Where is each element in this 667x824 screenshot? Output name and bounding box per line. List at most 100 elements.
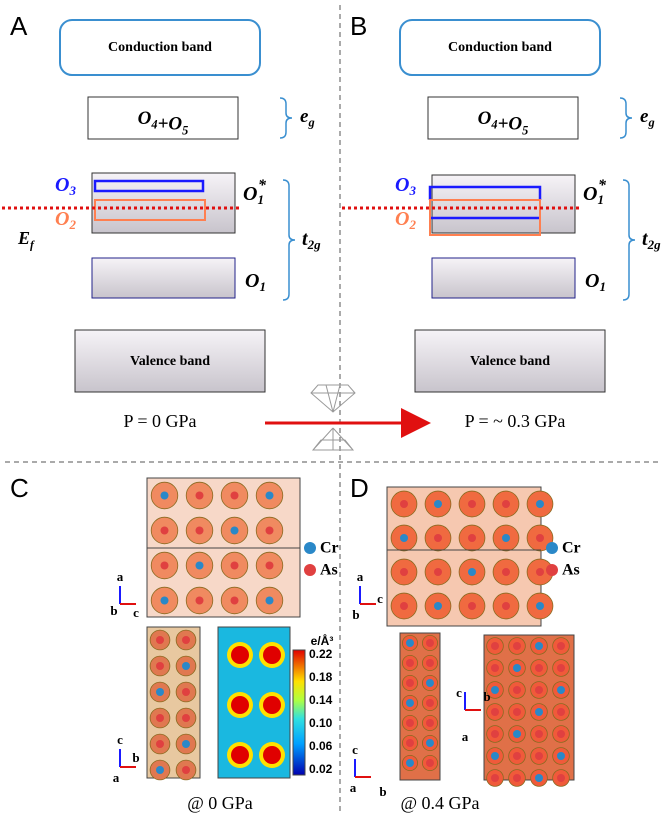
label-sub: 3 [408,183,416,198]
atom [182,636,190,644]
atom [513,708,521,716]
axis-label: a [357,569,364,584]
atom [406,699,414,707]
axis-label: a [113,770,120,785]
panel-label: B [350,11,367,41]
legend-label: As [320,562,338,579]
atom [491,686,499,694]
atom [161,492,169,500]
atom [536,568,544,576]
atom [426,679,434,687]
atom [426,759,434,767]
label-main: O [585,270,599,292]
label-sub: f [30,238,35,251]
atom [557,642,565,650]
legend-marker [304,542,316,554]
label-main: O [478,108,492,129]
atom [426,739,434,747]
colorbar-tick: 0.02 [309,762,333,776]
atom [266,597,274,605]
ef-label: Ef [17,228,35,251]
atom [468,568,476,576]
o3-label: O3 [395,174,416,198]
atom [557,664,565,672]
label-sub: 1 [259,279,266,294]
atom [426,699,434,707]
atom [182,766,190,774]
diamond-icon [311,385,355,450]
atom [513,730,521,738]
axis-label: c [456,685,462,700]
atom [502,568,510,576]
label-main: O [138,108,152,129]
axis-label: c [117,732,123,747]
atom [156,766,164,774]
atom [406,759,414,767]
label-sub: 2g [307,237,322,252]
panel-label: C [10,473,29,503]
valence-label: Valence band [130,354,210,369]
atom [182,688,190,696]
atom [557,708,565,716]
o1star-label: O1* [243,177,267,207]
brace [623,180,635,300]
atom [426,639,434,647]
atom [491,664,499,672]
axis-label: b [483,689,490,704]
label-main: O [245,270,259,292]
atom [400,568,408,576]
atom [426,719,434,727]
atom [161,597,169,605]
atom [557,730,565,738]
atom [513,686,521,694]
label-sub: 4 [150,118,157,132]
atom [406,639,414,647]
eg-label: eg [300,106,315,129]
label-main: E [17,228,30,248]
label-sub: 1 [597,192,604,207]
label-sub: 1 [599,279,606,294]
atom [491,752,499,760]
panel-label: D [350,473,369,503]
o1-label: O1 [585,270,606,294]
atom [156,714,164,722]
t2g-label: t2g [302,228,321,252]
atom [182,740,190,748]
label-main: O [395,208,409,230]
conduction-label: Conduction band [448,40,552,55]
atom [182,662,190,670]
atom [406,739,414,747]
density-peak [231,696,249,714]
density-peak [263,746,281,764]
label-sub: 2g [647,237,662,252]
o2-label: O2 [55,208,76,232]
atom [182,714,190,722]
atom [491,774,499,782]
axis-label: c [377,591,383,606]
axis-label: a [350,780,357,795]
pressure-label: P = 0 GPa [124,411,197,431]
atom [468,500,476,508]
colorbar-tick: 0.22 [309,647,333,661]
atom [491,708,499,716]
axis-label: b [379,784,386,799]
axis-label: a [462,729,469,744]
axis-label: b [352,607,359,622]
axis-label: b [110,603,117,618]
label-main: O [55,174,69,196]
label-sub: 2 [68,217,76,232]
label-sub: 2 [408,217,416,232]
label-sub: 1 [257,192,264,207]
structure-image [147,627,200,778]
atom [231,562,239,570]
atom [156,740,164,748]
label-sub: 5 [182,123,188,137]
atom [513,642,521,650]
atom [406,659,414,667]
atom [196,527,204,535]
atom [161,562,169,570]
atom [266,527,274,535]
axis-label: a [117,569,124,584]
colorbar-tick: 0.10 [309,716,333,730]
figure: AConduction bandO4+O5egO3O2EfO1*t2gO1Val… [0,0,667,819]
